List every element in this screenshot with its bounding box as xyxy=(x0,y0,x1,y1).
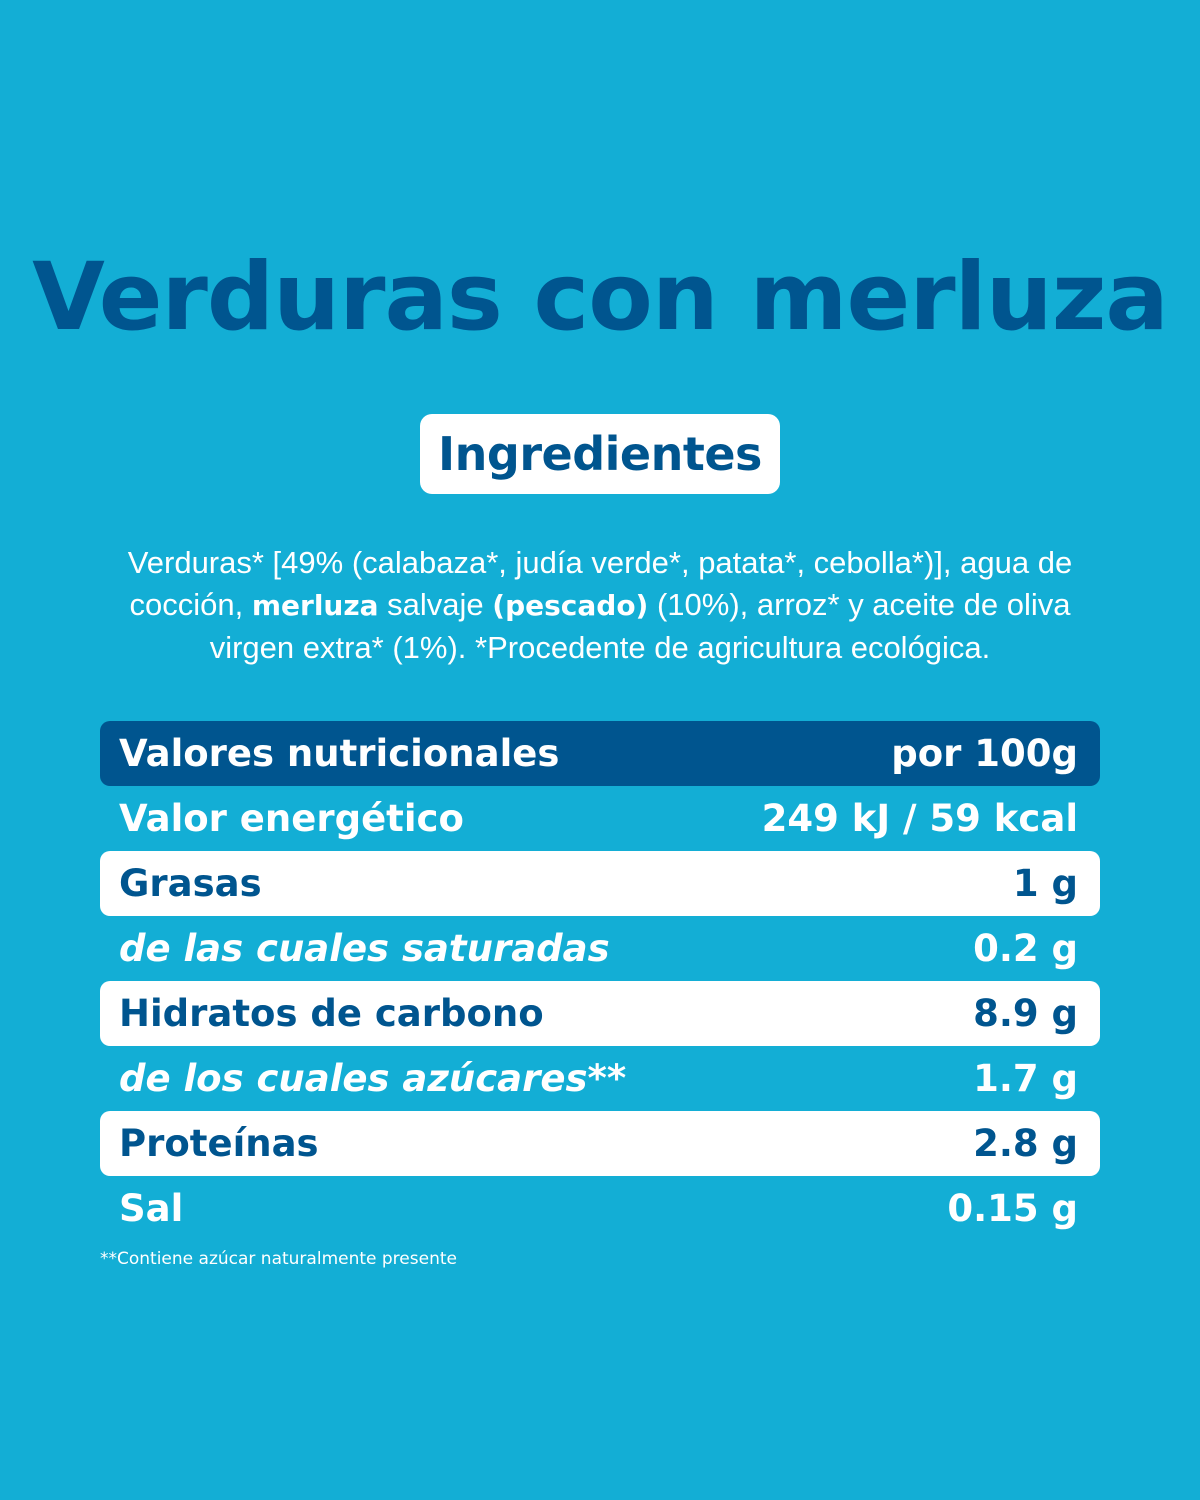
page-title: Verduras con merluza xyxy=(32,243,1169,352)
nutrition-label: Grasas xyxy=(119,862,262,905)
nutrition-header-label: Valores nutricionales xyxy=(119,732,560,775)
nutrition-label: Proteínas xyxy=(119,1122,319,1165)
nutrition-label: Hidratos de carbono xyxy=(119,992,544,1035)
nutrition-label: Sal xyxy=(119,1187,184,1230)
nutrition-row-sugars: de los cuales azúcares** 1.7 g xyxy=(100,1046,1100,1111)
nutrition-value: 2.8 g xyxy=(973,1122,1078,1165)
nutrition-row-salt: Sal 0.15 g xyxy=(100,1176,1100,1241)
ingredients-part-3: (10%), arroz* y aceite de oliva virgen e… xyxy=(209,587,1071,665)
nutrition-header-value: por 100g xyxy=(891,732,1078,775)
nutrition-value: 1.7 g xyxy=(973,1057,1078,1100)
ingredients-part-1: Verduras* [49% (calabaza*, judía verde*,… xyxy=(127,545,1073,622)
footnote: **Contiene azúcar naturalmente presente xyxy=(100,1249,457,1269)
nutrition-header-row: Valores nutricionales por 100g xyxy=(100,721,1100,786)
ingredients-heading-label: Ingredientes xyxy=(438,427,762,481)
ingredients-bold-pescado: (pescado) xyxy=(492,589,649,622)
nutrition-value: 1 g xyxy=(1012,862,1078,905)
ingredients-part-2: salvaje xyxy=(378,587,493,622)
nutrition-row-carbs: Hidratos de carbono 8.9 g xyxy=(100,981,1100,1046)
nutrition-label: Valor energético xyxy=(119,797,464,840)
nutrition-value: 0.2 g xyxy=(973,927,1078,970)
nutrition-value: 8.9 g xyxy=(973,992,1078,1035)
ingredients-text: Verduras* [49% (calabaza*, judía verde*,… xyxy=(100,542,1100,669)
ingredients-heading: Ingredientes xyxy=(420,414,780,494)
nutrition-value: 249 kJ / 59 kcal xyxy=(761,797,1078,840)
nutrition-table: Valores nutricionales por 100g Valor ene… xyxy=(100,721,1100,1241)
nutrition-row-saturated: de las cuales saturadas 0.2 g xyxy=(100,916,1100,981)
nutrition-label: de los cuales azúcares** xyxy=(119,1057,627,1100)
nutrition-row-fat: Grasas 1 g xyxy=(100,851,1100,916)
nutrition-value: 0.15 g xyxy=(947,1187,1078,1230)
nutrition-label: de las cuales saturadas xyxy=(119,927,610,970)
ingredients-bold-merluza: merluza xyxy=(251,589,379,622)
nutrition-row-energy: Valor energético 249 kJ / 59 kcal xyxy=(100,786,1100,851)
nutrition-row-protein: Proteínas 2.8 g xyxy=(100,1111,1100,1176)
